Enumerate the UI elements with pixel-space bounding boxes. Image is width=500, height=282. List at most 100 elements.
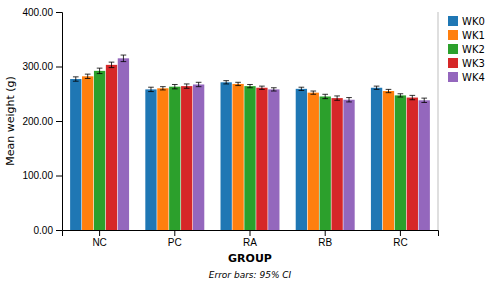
series (118, 58, 430, 230)
bar (407, 98, 418, 230)
legend-swatch (448, 30, 458, 40)
axis-line (63, 231, 439, 237)
error-bar (223, 81, 229, 84)
tick-label: RA (243, 237, 257, 248)
tick: RC (393, 230, 407, 248)
bar (70, 79, 81, 230)
x-axis: NC PC RA RB RC (63, 230, 439, 248)
axis-line (438, 12, 439, 230)
tick: PC (168, 230, 182, 248)
bar (169, 87, 180, 230)
error-bar (374, 86, 380, 89)
legend: WK0 WK1 WK2 WK3 WK4 (448, 16, 485, 83)
annotation: Error bars: 95% CI (209, 270, 292, 280)
legend-item: WK4 (448, 72, 485, 83)
bar (256, 88, 267, 230)
tick-mark (400, 230, 401, 236)
legend-label: WK1 (462, 30, 485, 41)
legend-item: WK1 (448, 30, 485, 41)
tick-label: 400.00 (22, 7, 53, 18)
error-bar (271, 88, 277, 91)
bar (395, 95, 406, 230)
error-bar (109, 62, 115, 67)
legend-label: WK0 (462, 16, 485, 27)
error-bar (85, 74, 91, 78)
legend-item: WK0 (448, 16, 485, 27)
error-bar (421, 98, 427, 102)
tick: RB (318, 230, 332, 248)
bar (82, 76, 93, 230)
tick-label: PC (168, 237, 182, 248)
series (94, 71, 406, 230)
tick-label: RB (318, 237, 332, 248)
tick: 200.00 (22, 116, 62, 127)
marks (70, 55, 430, 230)
error-bar (184, 84, 190, 88)
error-bar (409, 95, 415, 99)
bar (94, 71, 105, 230)
tick: 100.00 (22, 170, 62, 181)
tick: NC (92, 230, 106, 248)
bar (244, 86, 255, 230)
tick: 400.00 (22, 7, 62, 18)
error-bars (85, 74, 391, 94)
tick-label: 0.00 (34, 225, 54, 236)
bar (268, 89, 279, 230)
error-bars (109, 62, 415, 100)
plot: NC PC RA RB RC 0.00 100.00 200.00 300.00 400.00 (22, 7, 438, 248)
error-bar (322, 94, 328, 98)
bar (232, 84, 243, 230)
tick-label: 100.00 (22, 170, 53, 181)
tick-label: RC (393, 237, 407, 248)
tick-mark (250, 230, 251, 236)
series (106, 65, 418, 230)
tick: 0.00 (34, 225, 62, 236)
bar (145, 89, 156, 230)
tick-mark (56, 230, 62, 231)
error-bar (259, 86, 265, 89)
y-axis: 0.00 100.00 200.00 300.00 400.00 (22, 7, 62, 236)
legend-item: WK2 (448, 44, 485, 55)
tick: 300.00 (22, 61, 62, 72)
tick-mark (174, 230, 175, 236)
error-bar (97, 68, 103, 73)
legend-swatch (448, 58, 458, 68)
legend-label: WK2 (462, 44, 485, 55)
tick-label: 300.00 (22, 61, 53, 72)
error-bar (121, 55, 127, 62)
legend-item: WK3 (448, 58, 485, 69)
tick-mark (325, 230, 326, 236)
error-bar (247, 84, 253, 87)
bar (157, 88, 168, 230)
y-axis-title: Mean weight (g) (4, 76, 17, 166)
error-bar (73, 77, 79, 81)
tick-label: NC (92, 237, 106, 248)
error-bars (73, 77, 379, 92)
error-bar (148, 87, 154, 91)
error-bar (235, 82, 241, 85)
error-bar (160, 87, 166, 90)
error-bar (299, 87, 305, 90)
axis-line (56, 13, 63, 231)
bar (331, 98, 342, 230)
bar (193, 84, 204, 230)
tick-mark (56, 121, 62, 122)
error-bar (310, 91, 316, 94)
error-bar (334, 96, 340, 100)
error-bars (97, 68, 403, 99)
tick-label: 200.00 (22, 116, 53, 127)
bar (296, 89, 307, 230)
bar (383, 91, 394, 230)
tick-mark (56, 12, 62, 13)
legend-swatch (448, 44, 458, 54)
bar (419, 100, 430, 230)
bar (343, 100, 354, 230)
error-bar (172, 84, 178, 88)
error-bar (346, 98, 352, 102)
error-bar (386, 89, 392, 92)
legend-label: WK4 (462, 72, 485, 83)
bar (308, 93, 319, 230)
legend-label: WK3 (462, 58, 485, 69)
bar (320, 96, 331, 230)
x-axis-title: GROUP (228, 252, 272, 265)
